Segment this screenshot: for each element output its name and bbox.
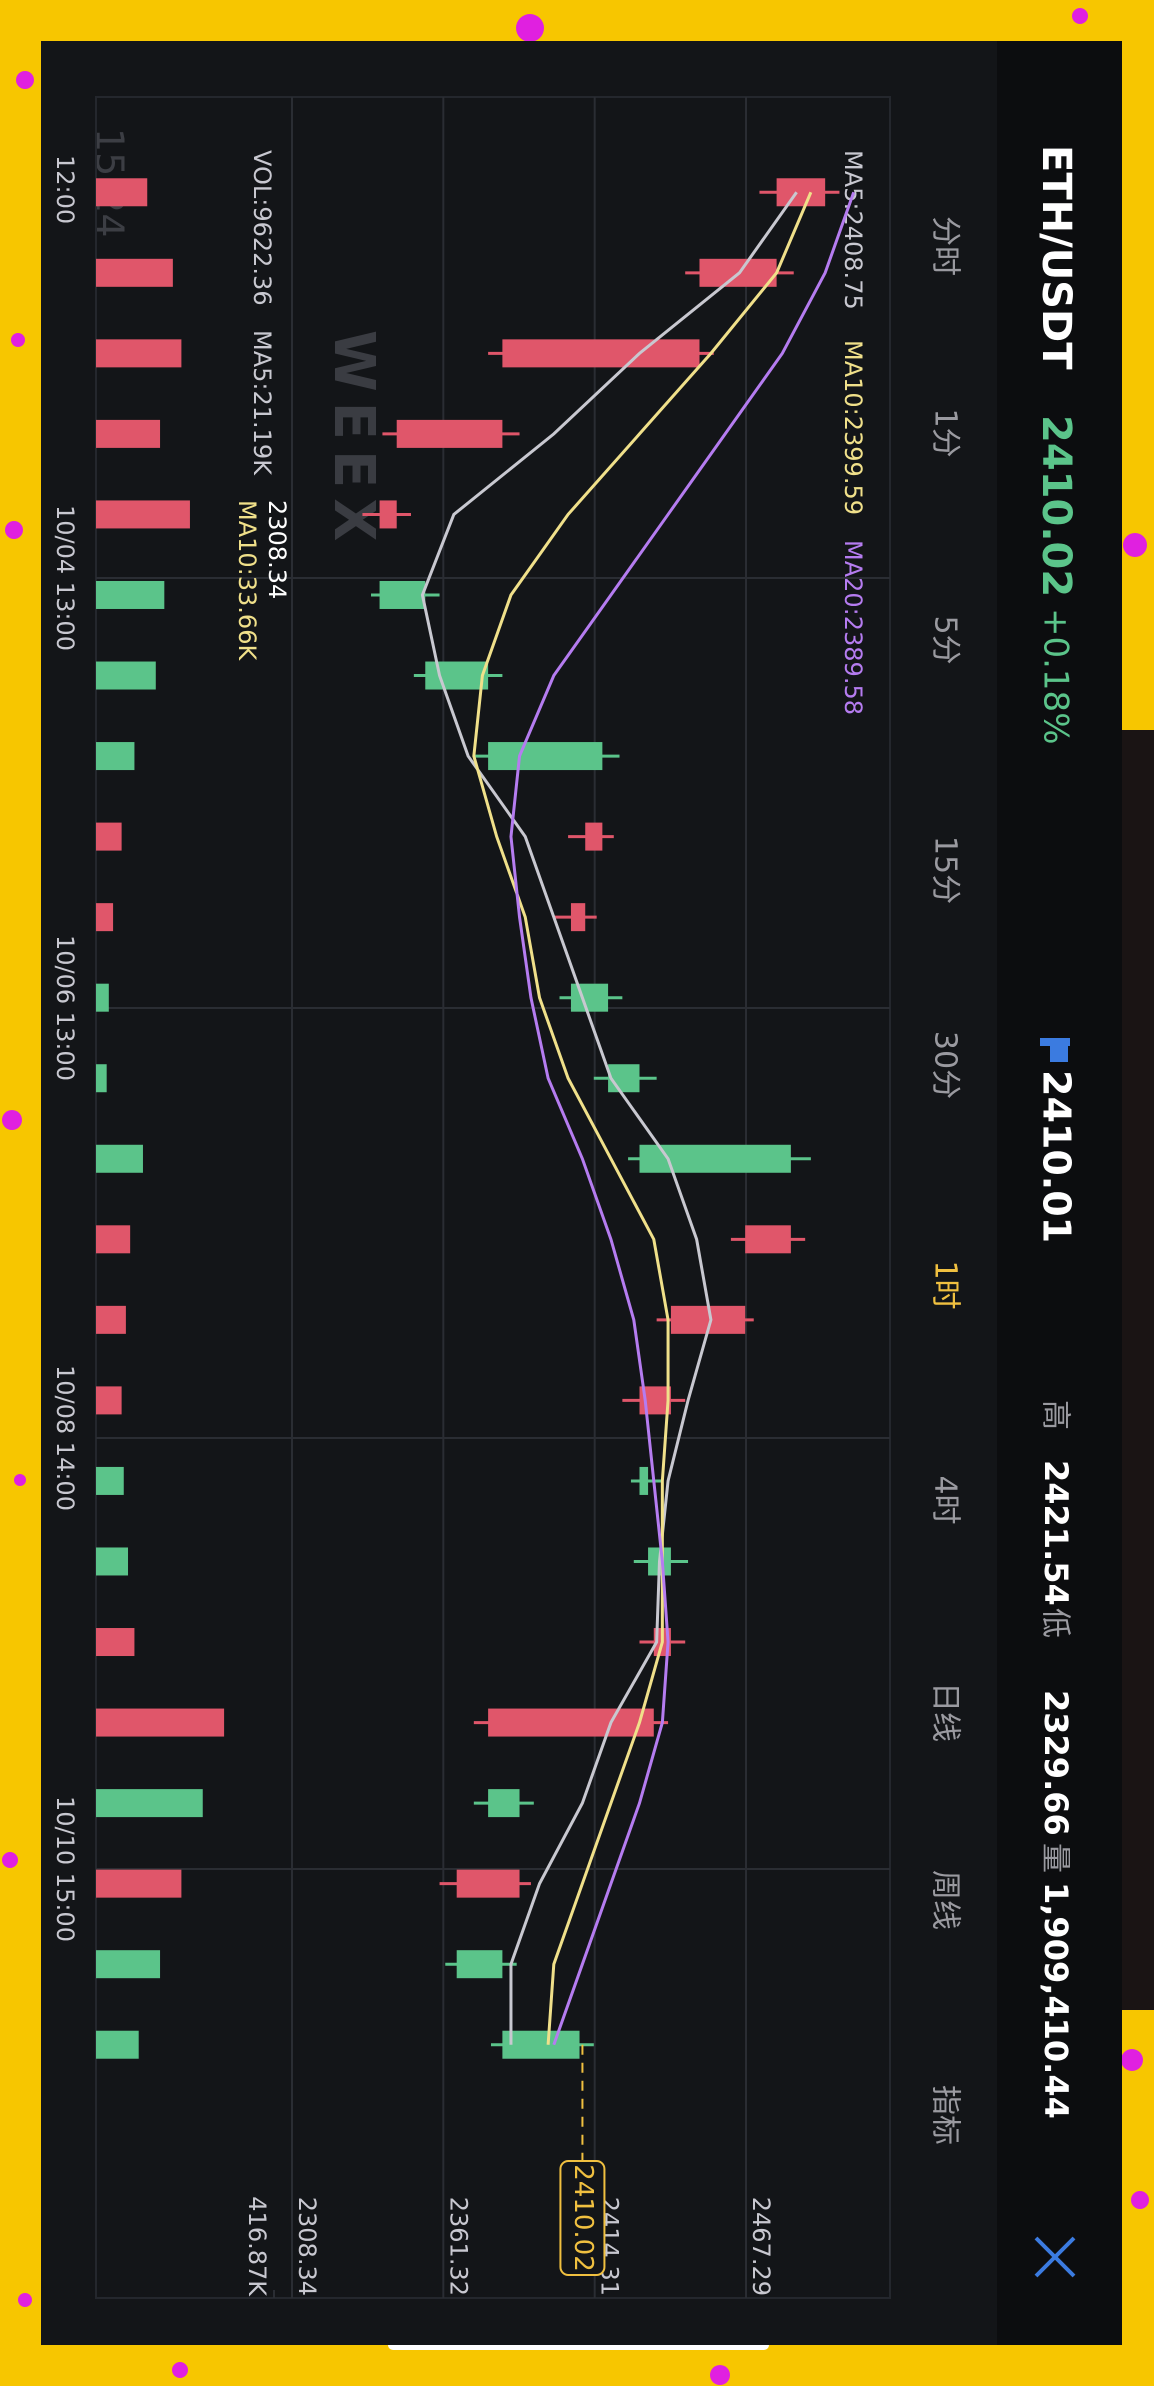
volume-legend: VOL:9622.36 [248, 150, 276, 306]
volume: 1,909,410.44 [1037, 1882, 1075, 2119]
low-marker: 2308.34 [263, 500, 291, 599]
mark-price: 2410.01 [1035, 1070, 1079, 1243]
volume-bar [96, 1628, 135, 1657]
app-background [41, 41, 1122, 2345]
x-tick-label: 10/10 15:00 [51, 1796, 79, 1942]
candle-body [502, 2030, 580, 2059]
candle-body [639, 1144, 791, 1173]
volume-bar [96, 742, 135, 771]
dots [2, 8, 1149, 2385]
candle-body [456, 1950, 503, 1979]
change: +0.18% [1036, 608, 1076, 745]
candle-body [379, 500, 397, 529]
candle-body [488, 1789, 520, 1818]
tab[interactable]: 周线 [928, 1870, 963, 1930]
high-label: 高 [1038, 1400, 1073, 1430]
volume-bar [96, 822, 122, 851]
tab[interactable]: 1时 [928, 1260, 963, 1309]
tab[interactable]: 30分 [928, 1031, 963, 1099]
volume-bar [96, 500, 190, 529]
tab[interactable]: 5分 [928, 615, 963, 664]
ma-line [509, 191, 856, 2046]
ma-line [420, 191, 798, 2045]
price: 2410.02 [1033, 415, 1079, 597]
x-tick-label: 10/08 14:00 [51, 1365, 79, 1511]
candle-body [570, 903, 586, 932]
volume-legend: MA5:21.19K [248, 330, 276, 476]
symbol: ETH/USDT [1033, 145, 1079, 370]
candle-body [639, 1466, 649, 1495]
volume-bar [96, 258, 173, 287]
candle-body [396, 419, 503, 448]
volume-bar [96, 903, 114, 932]
volume-bar [96, 1064, 107, 1093]
ma-legend: MA10:2399.59 [839, 340, 867, 515]
volume-bar [95, 1144, 143, 1173]
high: 2421.54 [1037, 1460, 1075, 1606]
y-tick-label: 2308.34 [293, 2197, 321, 2296]
y-tick-label: 2467.29 [747, 2197, 775, 2296]
last-price-box [559, 2160, 606, 2276]
x-tick-label: 12:00 [51, 155, 79, 224]
x-tick-label: 10/06 13:00 [51, 935, 79, 1081]
volume-bar [95, 339, 182, 368]
candle-body [456, 1869, 520, 1898]
chart-frame [95, 96, 891, 2299]
candle-body [585, 822, 603, 851]
volume-bar [95, 1869, 182, 1898]
volume-bar [95, 1225, 131, 1254]
volume-bar [96, 1789, 203, 1818]
volume-bar [96, 1386, 122, 1415]
low: 2329.66 [1037, 1690, 1075, 1836]
flag [1040, 1038, 1070, 1046]
ma-line [472, 191, 813, 2045]
last-price-label: 2410.02 [568, 2164, 598, 2272]
volume-bar [95, 1305, 126, 1334]
close-button[interactable] [1034, 2236, 1076, 2278]
y-tick-label: 2361.32 [444, 2197, 472, 2296]
ma-legend: MA20:2389.58 [839, 540, 867, 715]
volume-bar [96, 419, 161, 448]
tab[interactable]: 1分 [928, 408, 963, 457]
volume-bar [96, 580, 165, 609]
candle-body [502, 339, 700, 368]
candle-body [425, 661, 489, 690]
volume-bar [95, 661, 156, 690]
candle-body [570, 983, 609, 1012]
volume-bar [95, 1708, 225, 1737]
volume-bar [96, 1466, 124, 1495]
volume-legend: MA10:33.66K [233, 500, 261, 661]
header-bar [997, 41, 1122, 2345]
watermark: WEEX [321, 330, 386, 551]
tab[interactable]: 指标 [928, 2085, 963, 2145]
volume-tick-label: 416.87K [243, 2196, 271, 2297]
candle-body [745, 1225, 791, 1254]
candle-body [670, 1305, 746, 1334]
volume-label: 量 [1038, 1843, 1073, 1873]
x-tick-label: 10/04 13:00 [51, 505, 79, 651]
photo-edge [1122, 730, 1154, 2010]
flag [1050, 1046, 1068, 1062]
ma-legend: MA5:2408.75 [839, 150, 867, 310]
low-label: 低 [1038, 1608, 1073, 1638]
tab[interactable]: 4时 [928, 1475, 963, 1524]
tab[interactable]: 15分 [928, 836, 963, 904]
volume-bar [96, 1547, 129, 1576]
tab[interactable]: 分时 [928, 216, 963, 276]
volume-bar [95, 983, 109, 1012]
candle-body [488, 1708, 654, 1737]
candle-body [608, 1064, 640, 1093]
volume-bar [96, 1950, 161, 1979]
candle-body [488, 742, 603, 771]
candle-body [776, 178, 826, 207]
volume-bar [95, 2030, 139, 2059]
tab[interactable]: 日线 [928, 1682, 963, 1742]
candle-body [379, 580, 426, 609]
volume-bar [96, 178, 148, 207]
